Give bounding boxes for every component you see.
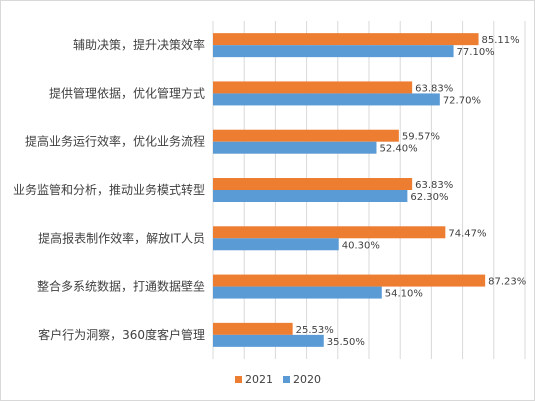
category-label: 辅助决策，提升决策效率 [73,37,205,52]
data-label: 40.30% [342,240,380,251]
data-label: 85.11% [482,35,520,46]
data-label: 87.23% [488,277,526,288]
category-label: 客户行为洞察，360度客户管理 [38,327,205,342]
labels-layer: 辅助决策，提升决策效率 85.11%77.10% 提供管理依据，优化管理方式 63.8… [13,35,526,348]
bar-2021-2 [213,81,413,94]
data-label: 54.10% [385,289,423,300]
category-label: 整合多系统数据，打通数据壁垒 [37,279,205,294]
bar-2020-7 [213,334,324,347]
data-label: 63.83% [415,180,453,191]
bar-2020-4 [213,190,408,202]
legend-label: 2020 [293,373,321,386]
data-label: 59.57% [402,132,440,143]
bar-2020-6 [213,286,382,299]
legend-swatch-2021 [235,376,242,383]
bar-2020-3 [213,141,377,154]
data-label: 72.70% [443,95,481,106]
data-label: 77.10% [457,47,495,58]
bar-2020-1 [213,45,454,58]
bar-2021-1 [213,33,479,46]
bar-2021-6 [213,274,486,287]
category-label: 提高报表制作效率，解放IT人员 [38,230,205,245]
legend-swatch-2020 [283,376,290,383]
category-label: 业务监管和分析，推动业务模式转型 [13,182,205,197]
bar-2021-4 [213,178,413,190]
bar-2021-5 [213,226,446,239]
bar-2020-5 [213,238,339,251]
category-label: 提高业务运行效率，优化业务流程 [25,134,205,149]
data-label: 62.30% [410,192,448,203]
data-label: 35.50% [327,337,365,348]
legend: 2021 2020 [235,373,321,386]
data-label: 25.53% [296,325,334,336]
bar-2021-7 [213,322,293,335]
legend-label: 2021 [245,373,273,386]
bar-2020-2 [213,93,440,106]
data-label: 52.40% [379,144,417,155]
category-label: 提供管理依据，优化管理方式 [49,85,205,100]
data-label: 74.47% [448,228,486,239]
data-label: 63.83% [415,83,453,94]
bar-2021-3 [213,129,399,142]
bars-layer [213,33,486,347]
